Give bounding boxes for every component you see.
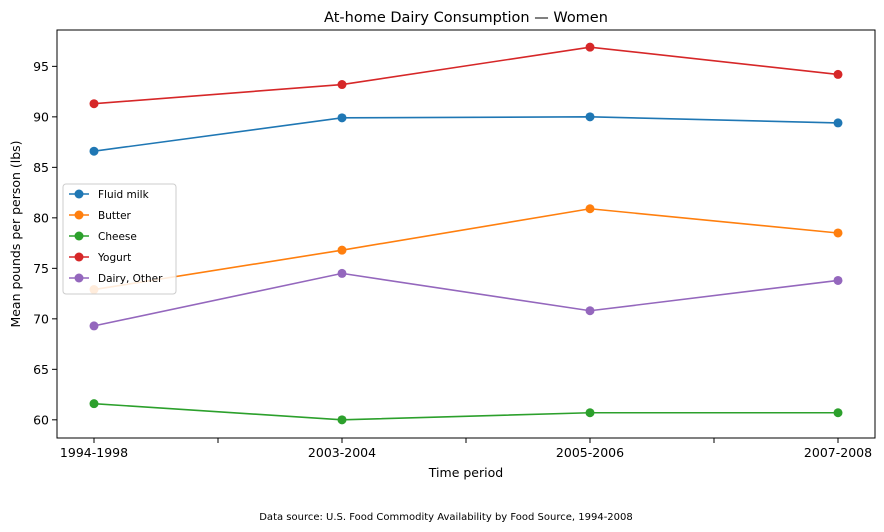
series-line-dairy-other: [93, 272, 839, 327]
data-point-yogurt: [585, 42, 595, 52]
series-line-butter: [93, 207, 839, 291]
data-point-butter: [337, 245, 347, 255]
legend-marker: [74, 189, 84, 199]
y-tick-label: 70: [33, 311, 49, 326]
legend-marker: [74, 273, 84, 283]
x-axis-label: Time period: [428, 465, 503, 480]
y-tick-label: 80: [33, 210, 49, 225]
series-line-cheese: [93, 402, 838, 421]
data-point-dairy-other: [89, 321, 99, 331]
data-point-butter: [585, 204, 595, 214]
y-tick-label: 85: [33, 160, 49, 175]
legend-box: [62, 183, 177, 295]
legend-label: Yogurt: [97, 252, 131, 264]
chart-title: At-home Dairy Consumption — Women: [324, 10, 608, 26]
x-tick-label: 2005-2006: [556, 445, 624, 460]
plot-area: [57, 30, 875, 438]
x-tick-label: 1994-1998: [60, 445, 128, 460]
legend-label: Fluid milk: [98, 189, 150, 201]
data-point-fluid-milk: [585, 112, 595, 122]
series-line-yogurt: [93, 46, 839, 105]
data-point-fluid-milk: [337, 113, 347, 123]
legend-marker: [74, 252, 84, 262]
y-tick-label: 90: [33, 109, 49, 124]
data-point-cheese: [89, 399, 99, 409]
x-tick-label: 2003-2004: [308, 445, 376, 460]
data-point-yogurt: [89, 99, 99, 109]
data-point-fluid-milk: [833, 118, 843, 128]
y-tick-label: 75: [33, 261, 49, 276]
legend-label: Butter: [98, 210, 132, 222]
data-point-yogurt: [833, 69, 843, 79]
data-point-cheese: [585, 408, 595, 418]
data-point-cheese: [833, 408, 843, 418]
source-note: Data source: U.S. Food Commodity Availab…: [259, 512, 633, 523]
series-layer: [89, 42, 843, 425]
legend-label: Dairy, Other: [98, 273, 163, 285]
data-point-fluid-milk: [89, 146, 99, 156]
y-axis: 60 65 70 75 80 85 90 95: [33, 59, 57, 427]
data-point-dairy-other: [585, 306, 595, 316]
data-point-yogurt: [337, 80, 347, 90]
x-axis: 1994-1998 2003-2004 2005-2006 2007-2008: [60, 438, 872, 460]
series-line-fluid-milk: [93, 116, 839, 152]
y-tick-label: 60: [33, 412, 49, 427]
y-tick-label: 65: [33, 362, 49, 377]
data-point-butter: [833, 228, 843, 238]
legend-marker: [74, 210, 84, 220]
y-tick-label: 95: [33, 59, 49, 74]
legend-marker: [74, 231, 84, 241]
x-tick-label: 2007-2008: [804, 445, 872, 460]
data-point-cheese: [337, 415, 347, 425]
legend: Fluid milk Butter Cheese Yogurt Dairy, Other: [62, 183, 177, 295]
data-point-dairy-other: [337, 268, 347, 278]
legend-label: Cheese: [98, 231, 137, 243]
y-axis-label: Mean pounds per person (lbs): [8, 140, 23, 327]
data-point-dairy-other: [833, 275, 843, 285]
